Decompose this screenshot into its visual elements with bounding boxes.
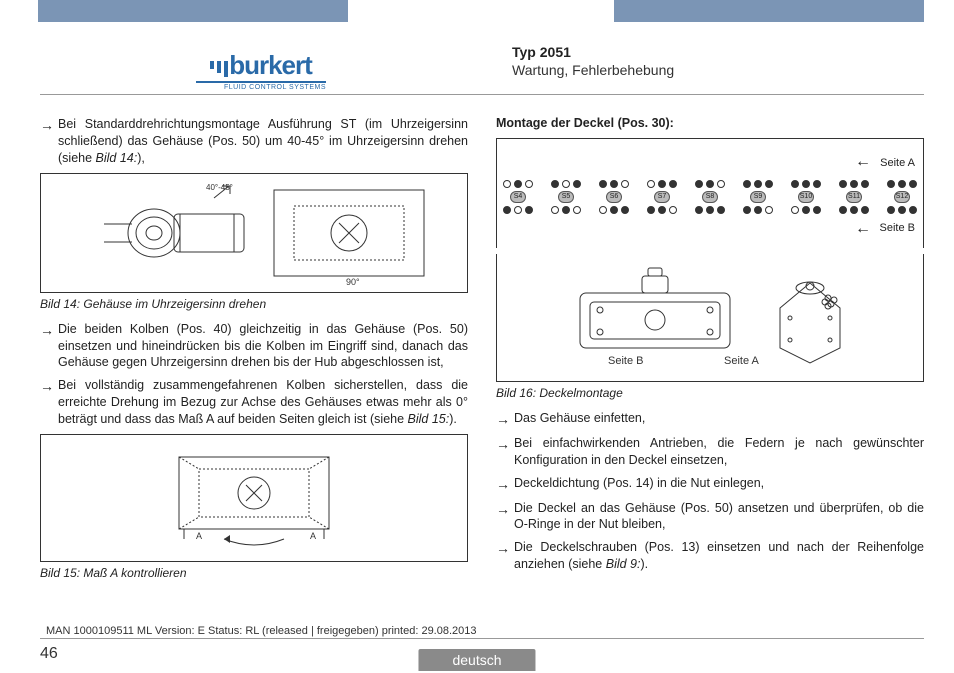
side-a-label-top: Seite A [880,157,915,169]
arrow-icon: → [496,500,514,534]
list-item: → Das Gehäuse einfetten, [496,410,924,429]
brand-logo: burkert FLUID CONTROL SYSTEMS [196,50,326,91]
left-arrow-icon: ← [855,153,871,171]
text: Bei vollständig zusammengefahrenen Kolbe… [58,378,468,426]
bar-right [614,0,924,22]
item-text: Die Deckelschrauben (Pos. 13) einsetzen … [514,539,924,573]
spring-config-row: S4 S5 S6 S7 S8 S9 S10 S11 S12 [503,180,917,214]
page-number: 46 [40,645,58,663]
left-column: → Bei Standarddrehrichtungsmontage Ausfü… [40,116,468,633]
figure-15: A A [40,434,468,562]
footer-rule [40,638,924,639]
list-item: → Die beiden Kolben (Pos. 40) gleichzeit… [40,321,468,372]
ref: Bild 14: [96,151,138,165]
caption-15: Bild 15: Maß A kontrollieren [40,566,468,580]
spring-label: S4 [510,191,526,203]
left-arrow-icon: ← [855,220,871,238]
arrow-icon: → [40,377,58,428]
right-column: Montage der Deckel (Pos. 30): S4 S5 S6 S7 S8… [496,116,924,633]
side-a-bottom: Seite A [724,355,760,367]
arrow-icon: → [496,435,514,469]
spring-label: S12 [894,191,910,203]
header-color-bars [0,0,954,22]
item-text: Bei einfachwirkenden Antrieben, die Fede… [514,435,924,469]
content-columns: → Bei Standarddrehrichtungsmontage Ausfü… [40,116,924,633]
language-tab: deutsch [418,649,535,671]
svg-text:A: A [196,531,202,541]
spring-config: S11 [839,180,869,214]
logo-subtitle: FLUID CONTROL SYSTEMS [224,84,326,91]
item-text: Das Gehäuse einfetten, [514,410,924,429]
section-title: Wartung, Fehlerbehebung [512,62,924,78]
caption-14: Bild 14: Gehäuse im Uhrzeigersinn drehen [40,297,468,311]
list-item: → Die Deckelschrauben (Pos. 13) einsetze… [496,539,924,573]
ref: Bild 15: [408,412,450,426]
item-text: Die beiden Kolben (Pos. 40) gleichzeitig… [58,321,468,372]
version-string: MAN 1000109511 ML Version: E Status: RL … [46,625,477,637]
header-rule [40,94,924,95]
item-text: Bei vollständig zusammengefahrenen Kolbe… [58,377,468,428]
subheading: Montage der Deckel (Pos. 30): [496,116,924,130]
arrow-icon: → [40,321,58,372]
text-end: ). [449,412,457,426]
arrow-icon: → [40,116,58,167]
list-item: → Bei vollständig zusammengefahrenen Kol… [40,377,468,428]
item-text: Die Deckel an das Gehäuse (Pos. 50) anse… [514,500,924,534]
spring-label: S5 [558,191,574,203]
list-item: → Die Deckel an das Gehäuse (Pos. 50) an… [496,500,924,534]
spring-config: S8 [695,180,725,214]
spring-label: S8 [702,191,718,203]
spring-config: S9 [743,180,773,214]
spring-config: S4 [503,180,533,214]
ref: Bild 9: [606,557,641,571]
spring-config: S12 [887,180,917,214]
spring-label: S6 [606,191,622,203]
spring-config: S7 [647,180,677,214]
arrow-icon: → [496,475,514,494]
figure-16-top: S4S5S6S7S8S9S10S11S12 Seite A Seite B ← … [496,138,924,248]
side-b-label-top: Seite B [880,222,915,234]
spring-label: S7 [654,191,670,203]
svg-text:A: A [310,531,316,541]
item-text: Bei Standarddrehrichtungsmontage Ausführ… [58,116,468,167]
item-text: Deckeldichtung (Pos. 14) in die Nut einl… [514,475,924,494]
text: Die Deckelschrauben (Pos. 13) einsetzen … [514,540,924,571]
angle-90: 90° [346,277,360,287]
figure-14: 90° 40°-45° [40,173,468,293]
logo-underline [196,81,326,83]
logo-text: burkert [229,50,312,81]
side-b-bottom: Seite B [608,355,643,367]
text-end: ). [640,557,648,571]
list-item: → Bei Standarddrehrichtungsmontage Ausfü… [40,116,468,167]
bar-left [38,0,348,22]
logo-bars-icon [210,61,228,77]
caption-16: Bild 16: Deckelmontage [496,386,924,400]
arrow-icon: → [496,539,514,573]
spring-config: S10 [791,180,821,214]
spring-config: S6 [599,180,629,214]
list-item: → Deckeldichtung (Pos. 14) in die Nut ei… [496,475,924,494]
arrow-icon: → [496,410,514,429]
spring-label: S9 [750,191,766,203]
spring-label: S10 [798,191,814,203]
spring-label: S11 [846,191,862,203]
list-item: → Bei einfachwirkenden Antrieben, die Fe… [496,435,924,469]
angle-40-45: 40°-45° [206,183,233,192]
spring-config: S5 [551,180,581,214]
type-label: Typ 2051 [512,44,924,60]
figure-16-bottom: Seite B Seite A [496,254,924,382]
text-end: ), [137,151,145,165]
